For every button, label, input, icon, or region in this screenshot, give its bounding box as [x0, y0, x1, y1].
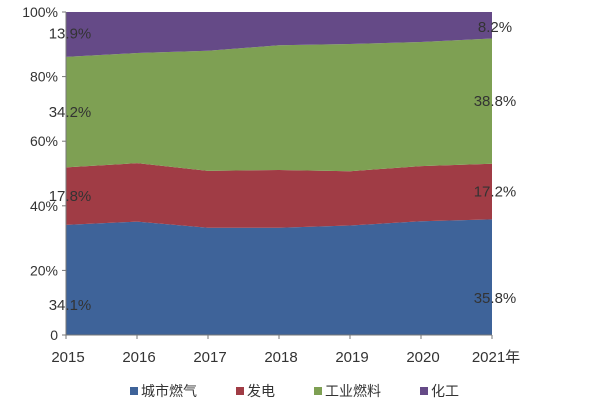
x-tick-label: 2015	[51, 349, 84, 366]
legend-label: 城市燃气	[141, 383, 197, 399]
legend-label: 工业燃料	[325, 383, 381, 399]
y-tick-label: 60%	[30, 133, 58, 149]
x-tick-label: 2019	[335, 349, 368, 366]
x-tick-label: 2016	[122, 349, 155, 366]
x-tick-label: 2021年	[472, 349, 520, 366]
y-tick-label: 80%	[30, 69, 58, 85]
area-series-1	[66, 163, 492, 228]
data-label: 8.2%	[478, 19, 512, 36]
legend-label: 化工	[431, 383, 459, 399]
legend-swatch	[130, 387, 138, 395]
legend-swatch	[236, 387, 244, 395]
data-label: 17.2%	[474, 184, 517, 201]
data-label: 17.8%	[49, 188, 92, 205]
data-label: 13.9%	[49, 25, 92, 42]
x-tick-label: 2017	[193, 349, 226, 366]
legend-label: 发电	[247, 383, 275, 399]
area-series-0	[66, 219, 492, 335]
y-tick-label: 100%	[22, 4, 58, 20]
y-tick-label: 20%	[30, 262, 58, 278]
legend-swatch	[314, 387, 322, 395]
area-series-3	[66, 12, 492, 57]
y-tick-label: 0	[50, 327, 58, 343]
data-label: 34.2%	[49, 104, 92, 121]
data-label: 35.8%	[474, 290, 517, 307]
x-tick-label: 2018	[264, 349, 297, 366]
legend-swatch	[420, 387, 428, 395]
y-tick-label: 40%	[30, 198, 58, 214]
data-label: 38.8%	[474, 93, 517, 110]
area-series-2	[66, 38, 492, 172]
x-tick-label: 2020	[406, 349, 439, 366]
data-label: 34.1%	[49, 297, 92, 314]
